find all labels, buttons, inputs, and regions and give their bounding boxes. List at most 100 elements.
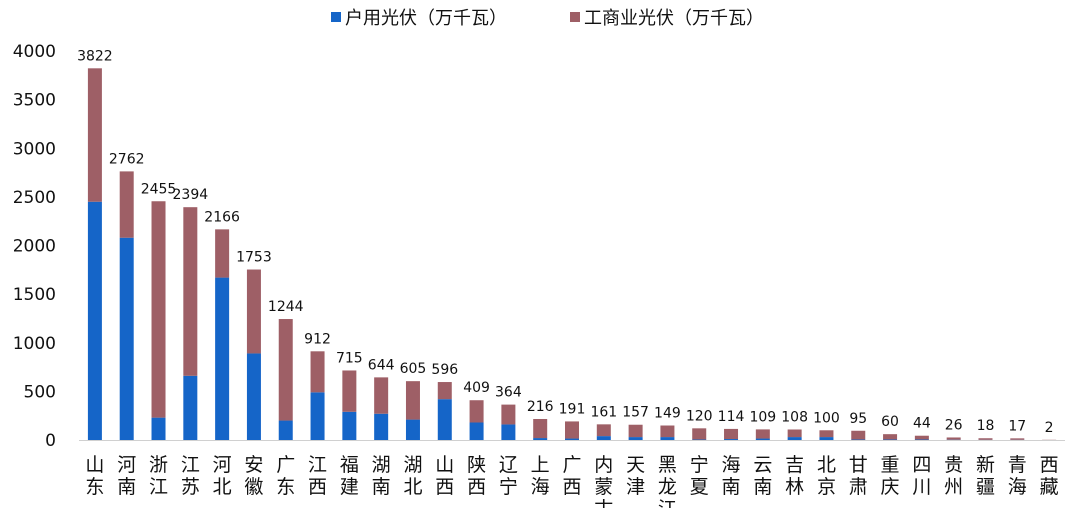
x-tick-label: 重: [881, 454, 900, 476]
y-tick-label: 2000: [13, 237, 56, 257]
bar-segment-0: [405, 419, 420, 440]
x-tick-label: 海: [531, 476, 550, 498]
x-tick-label: 州: [944, 476, 963, 498]
total-label: 1244: [268, 299, 304, 315]
total-label: 17: [1008, 418, 1026, 434]
bar-segment-1: [1010, 438, 1025, 440]
bar-segment-0: [151, 417, 166, 440]
x-tick-label: 四: [912, 454, 931, 476]
total-label: 216: [527, 399, 554, 415]
x-tick-label: 西: [435, 476, 454, 498]
bar-segment-1: [692, 428, 707, 440]
bar-segment-1: [787, 429, 802, 438]
bar-segment-0: [246, 353, 261, 440]
bar-segment-1: [437, 382, 452, 400]
bar-segment-0: [342, 411, 357, 440]
x-tick-label: 建: [340, 476, 359, 498]
total-label: 364: [495, 385, 522, 401]
bar-segment-1: [246, 269, 261, 354]
total-label: 409: [463, 380, 490, 396]
bar-segment-1: [215, 229, 230, 278]
x-tick-label: 辽: [499, 454, 518, 476]
legend-label-1: 工商业光伏（万千瓦）: [584, 8, 764, 29]
total-label: 2455: [141, 181, 177, 197]
legend-swatch-1: [570, 12, 580, 22]
y-tick-label: 0: [45, 431, 56, 451]
x-tick-label: 山: [435, 454, 454, 476]
x-tick-label: 河: [213, 454, 232, 476]
bar-segment-0: [819, 437, 834, 440]
x-tick-label: 贵: [944, 454, 963, 476]
bar-segment-1: [374, 377, 389, 414]
bar-segment-1: [183, 207, 198, 376]
bar-segment-0: [533, 438, 548, 440]
x-tick-label: 龙: [658, 476, 677, 498]
x-tick-label: 内: [594, 454, 613, 476]
bar-segment-0: [469, 422, 484, 440]
total-label: 715: [336, 350, 363, 366]
total-label: 2762: [109, 151, 145, 167]
bar-segment-1: [565, 421, 579, 439]
legend-swatch-0: [331, 12, 341, 22]
bar-segment-1: [501, 404, 516, 425]
y-tick-label: 4000: [13, 42, 56, 62]
x-tick-label: 庆: [881, 476, 900, 498]
bar-segment-1: [946, 437, 961, 440]
x-tick-label: 江: [658, 498, 677, 508]
x-tick-label: 西: [1040, 454, 1059, 476]
bar-segment-1: [755, 429, 770, 439]
bar-segment-0: [437, 399, 452, 440]
bar-segment-0: [501, 424, 516, 440]
y-tick-label: 500: [24, 382, 56, 402]
x-tick-label: 南: [722, 476, 741, 498]
x-tick-label: 宁: [499, 476, 518, 498]
x-tick-label: 吉: [785, 454, 804, 476]
total-label: 912: [304, 331, 331, 347]
bar-segment-1: [278, 319, 293, 421]
total-label: 161: [590, 404, 617, 420]
bar-segment-0: [278, 420, 293, 440]
total-label: 108: [781, 409, 808, 425]
bars-group: [87, 68, 1057, 440]
x-tick-label: 津: [626, 476, 645, 498]
x-tick-label: 云: [753, 454, 772, 476]
total-label: 26: [945, 417, 963, 433]
bar-segment-0: [215, 277, 230, 440]
total-label: 120: [686, 408, 713, 424]
x-tick-label: 江: [308, 454, 327, 476]
x-tick-label: 新: [976, 454, 995, 476]
x-tick-label: 南: [372, 476, 391, 498]
x-tick-label: 蒙: [594, 476, 613, 498]
total-label: 1753: [236, 250, 272, 266]
x-tick-label: 广: [276, 454, 295, 476]
x-tick-label: 黑: [658, 454, 677, 476]
chart-legend: 户用光伏（万千瓦） 工商业光伏（万千瓦）: [331, 8, 764, 29]
x-tick-label: 福: [340, 454, 359, 476]
x-tick-label: 北: [403, 476, 422, 498]
x-tick-label: 天: [626, 454, 645, 476]
bar-segment-1: [310, 351, 325, 393]
bar-segment-0: [628, 437, 643, 440]
total-label: 109: [749, 409, 776, 425]
x-tick-label: 疆: [976, 476, 995, 498]
x-tick-label: 南: [117, 476, 136, 498]
total-label: 114: [718, 409, 745, 425]
x-tick-label: 湖: [403, 454, 422, 476]
bar-segment-1: [119, 171, 134, 238]
bar-segment-0: [565, 438, 579, 440]
y-tick-label: 1000: [13, 334, 56, 354]
x-tick-label: 湖: [372, 454, 391, 476]
bar-segment-1: [469, 400, 484, 423]
x-tick-label: 川: [912, 476, 931, 498]
x-tick-label: 林: [785, 476, 804, 498]
bar-segment-0: [183, 375, 198, 440]
total-label: 644: [368, 357, 395, 373]
x-tick-label: 京: [817, 476, 836, 498]
x-tick-label: 甘: [849, 454, 868, 476]
y-tick-label: 1500: [13, 285, 56, 305]
x-tick-label: 海: [722, 454, 741, 476]
y-axis: 0 500 1000 1500 2000 2500 3000 3500 4000: [13, 42, 56, 451]
x-tick-label: 古: [594, 498, 613, 508]
